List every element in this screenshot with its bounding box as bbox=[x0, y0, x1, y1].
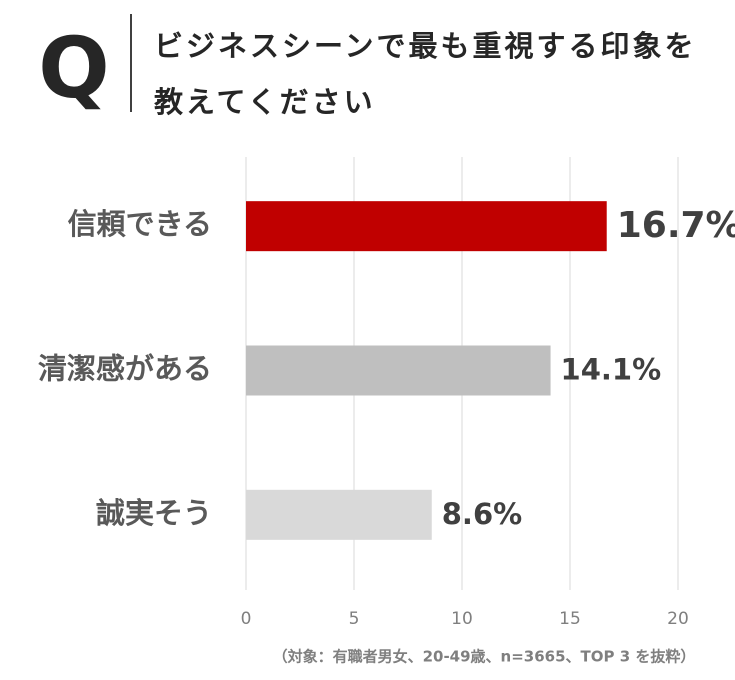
x-tick-label: 5 bbox=[349, 609, 360, 629]
x-tick-label: 0 bbox=[241, 609, 252, 629]
bar bbox=[246, 345, 551, 396]
x-tick-label: 10 bbox=[451, 609, 473, 629]
value-label: 14.1% bbox=[561, 353, 662, 387]
footnote: （対象：有職者男女、20-49歳、n=3665、TOP 3 を抜粋） bbox=[273, 648, 696, 666]
bar bbox=[246, 489, 432, 540]
category-label: 誠実そう bbox=[96, 496, 212, 530]
chart-title: ビジネスシーンで最も重視する印象を教えてください bbox=[154, 29, 697, 119]
value-label: 8.6% bbox=[442, 497, 522, 531]
question-mark: Q bbox=[38, 19, 110, 117]
x-tick-label: 15 bbox=[559, 609, 581, 629]
value-label: 16.7% bbox=[617, 205, 735, 246]
separator bbox=[130, 14, 132, 112]
category-label: 清潔感がある bbox=[38, 352, 212, 386]
category-label: 信頼できる bbox=[68, 207, 212, 241]
bar bbox=[246, 201, 607, 252]
x-tick-label: 20 bbox=[667, 609, 689, 629]
